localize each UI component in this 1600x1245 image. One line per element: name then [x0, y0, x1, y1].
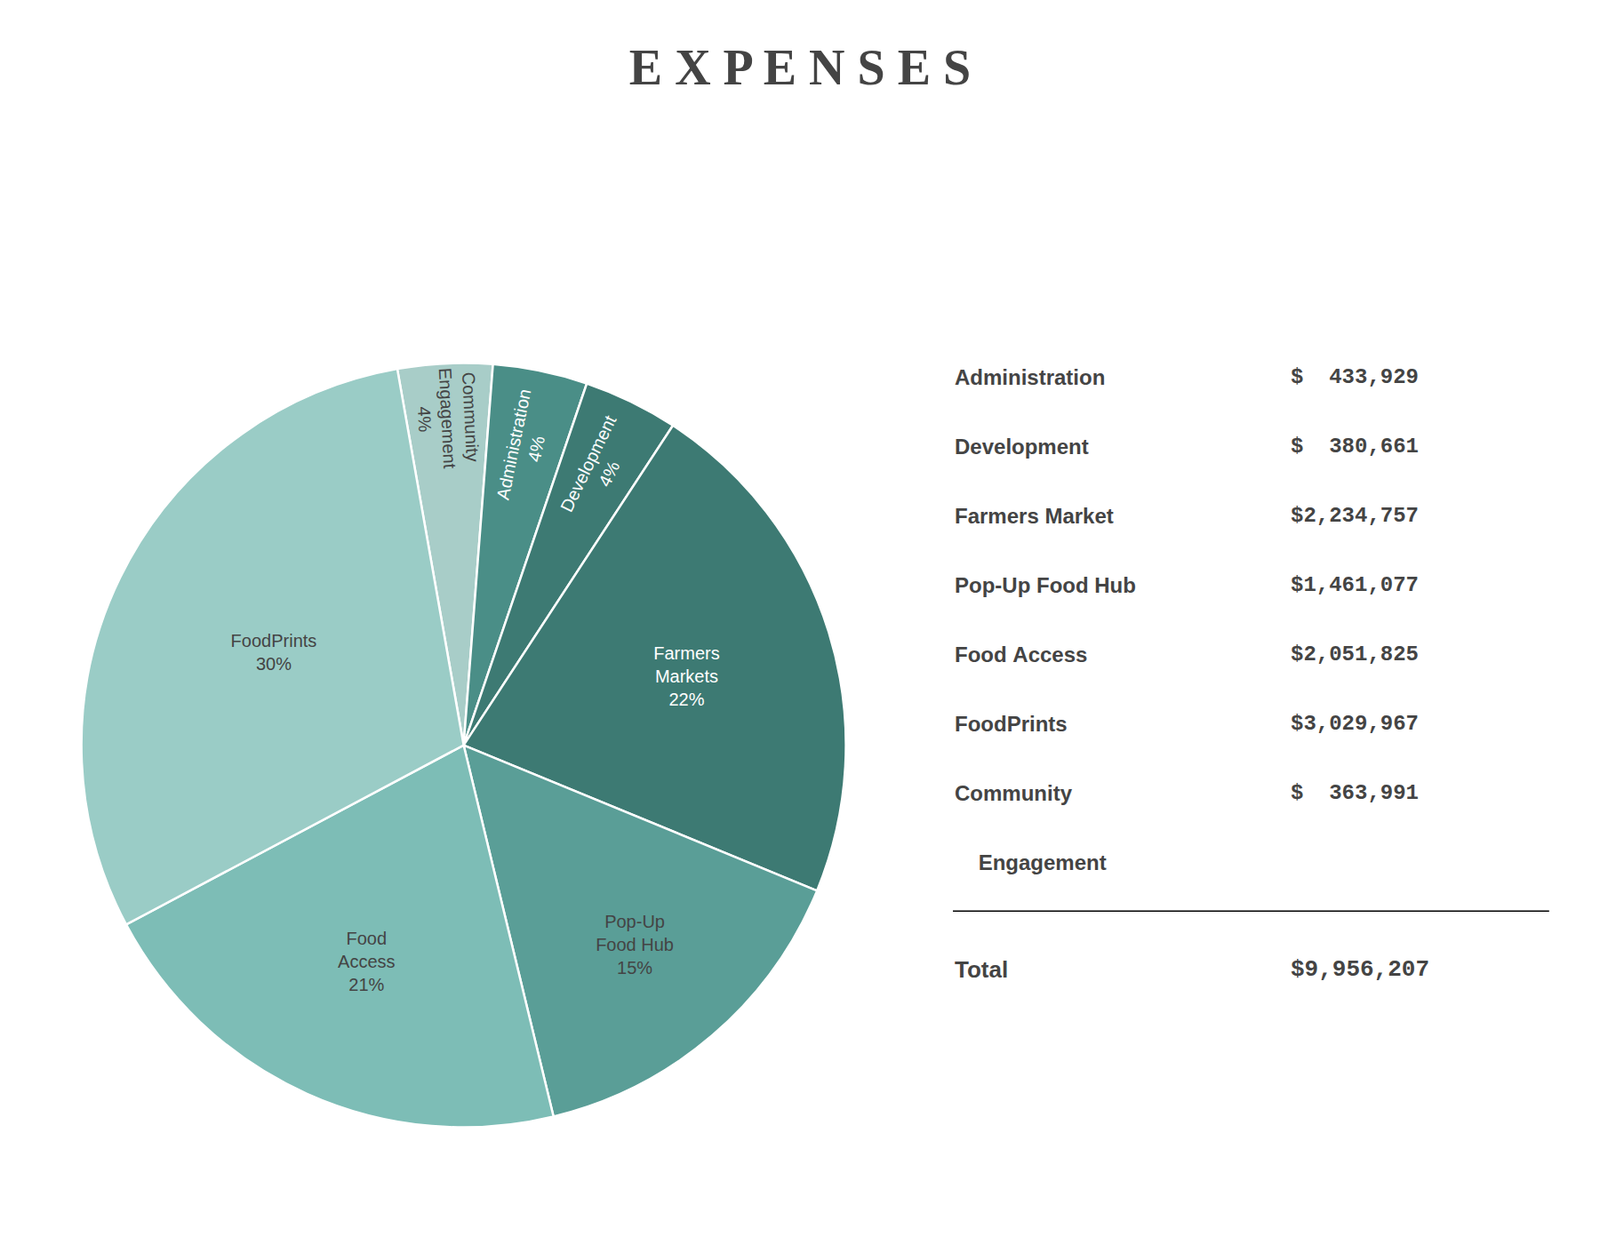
svg-text:CommunityEngagement4%: CommunityEngagement4%: [412, 366, 483, 471]
svg-text:Engagement: Engagement: [954, 850, 1107, 875]
svg-text:Administration4%: Administration4%: [492, 387, 557, 507]
svg-text:FoodAccess21%: FoodAccess21%: [337, 928, 395, 995]
svg-text:Total: Total: [954, 956, 1008, 984]
svg-text:Development: Development: [954, 434, 1089, 459]
svg-text:$ 363,991: $ 363,991: [1290, 781, 1419, 806]
html-text:Development: Development: [556, 412, 620, 516]
svg-text:Food Access: Food Access: [954, 642, 1088, 667]
svg-text:FarmersMarkets22%: FarmersMarkets22%: [653, 643, 720, 710]
svg-text:Farmers Market: Farmers Market: [954, 504, 1114, 528]
svg-text:$2,234,757: $2,234,757: [1290, 504, 1419, 528]
svg-text:Pop-Up Food Hub: Pop-Up Food Hub: [954, 573, 1136, 598]
svg-text:$ 380,661: $ 380,661: [1290, 434, 1419, 459]
html-text:4%: 4%: [594, 458, 624, 490]
svg-text:$1,461,077: $1,461,077: [1290, 573, 1419, 598]
svg-text:$9,956,207: $9,956,207: [1290, 956, 1430, 984]
svg-text:$ 433,929: $ 433,929: [1290, 365, 1419, 390]
svg-text:Community: Community: [954, 781, 1073, 806]
svg-text:$3,029,967: $3,029,967: [1290, 712, 1419, 736]
svg-text:FoodPrints: FoodPrints: [954, 712, 1068, 736]
svg-text:Pop-UpFood Hub15%: Pop-UpFood Hub15%: [595, 912, 674, 978]
svg-text:Administration: Administration: [954, 365, 1105, 390]
svg-text:E X P E N S E S: E X P E N S E S: [629, 40, 971, 96]
svg-text:$2,051,825: $2,051,825: [1290, 642, 1419, 667]
svg-text:FoodPrints30%: FoodPrints30%: [231, 631, 318, 674]
